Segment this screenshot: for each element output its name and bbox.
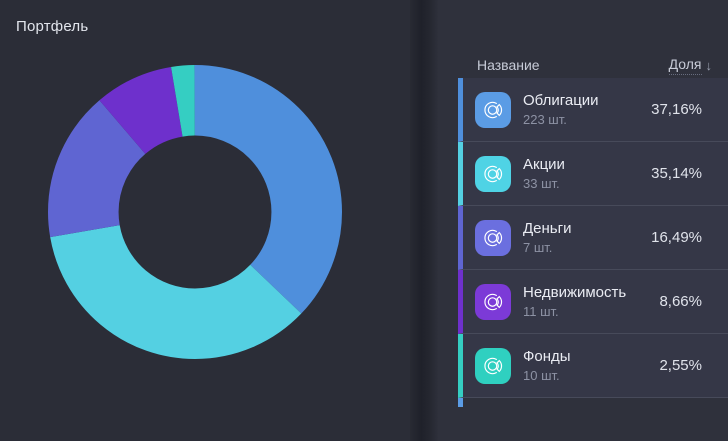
table-row[interactable]: Недвижимость 11 шт. 8,66% [458,270,728,334]
asset-share: 37,16% [651,101,702,118]
donut-svg [48,65,342,359]
donut-chart-icon [484,165,503,182]
asset-share: 16,49% [651,229,702,246]
asset-name: Акции [523,156,565,173]
donut-chart-icon [484,293,503,310]
asset-count: 7 шт. [523,240,553,255]
asset-count: 223 шт. [523,112,567,127]
donut-chart-icon [484,101,503,118]
holdings-list: Облигации 223 шт. 37,16% Акции 33 шт. [458,78,728,407]
table-row[interactable]: Акции 33 шт. 35,14% [458,142,728,206]
asset-share: 8,66% [659,293,702,310]
portfolio-chart-card: Портфель [16,18,342,359]
asset-icon-box [475,283,511,320]
asset-share: 2,55% [659,357,702,374]
asset-name: Недвижимость [523,284,627,301]
column-header-share[interactable]: Доля ↓ [668,56,713,75]
holdings-panel: Название Доля ↓ Облигации 223 шт. [438,0,728,441]
asset-count: 33 шт. [523,176,560,191]
donut-chart-icon [484,357,503,374]
column-header-share-label: Доля [668,56,702,75]
table-row[interactable]: Деньги 7 шт. 16,49% [458,206,728,270]
asset-name: Деньги [523,220,572,237]
donut-chart-icon [484,229,503,246]
asset-icon-box [475,347,511,384]
asset-count: 11 шт. [523,304,559,319]
sort-desc-icon: ↓ [705,57,713,73]
asset-share: 35,14% [651,165,702,182]
asset-name: Облигации [523,92,599,109]
asset-icon-box [475,219,511,256]
table-row[interactable]: Облигации 223 шт. 37,16% [458,78,728,142]
asset-name: Фонды [523,348,571,365]
column-header-name: Название [477,57,540,73]
table-row[interactable]: Фонды 10 шт. 2,55% [458,334,728,398]
next-row-accent-stub [458,398,463,407]
asset-count: 10 шт. [523,368,560,383]
asset-icon-box [475,155,511,192]
table-header: Название Доля ↓ [438,0,728,78]
asset-icon-box [475,91,511,128]
card-gutter [410,0,438,441]
portfolio-donut-chart [48,65,342,359]
page-title: Портфель [16,18,89,35]
